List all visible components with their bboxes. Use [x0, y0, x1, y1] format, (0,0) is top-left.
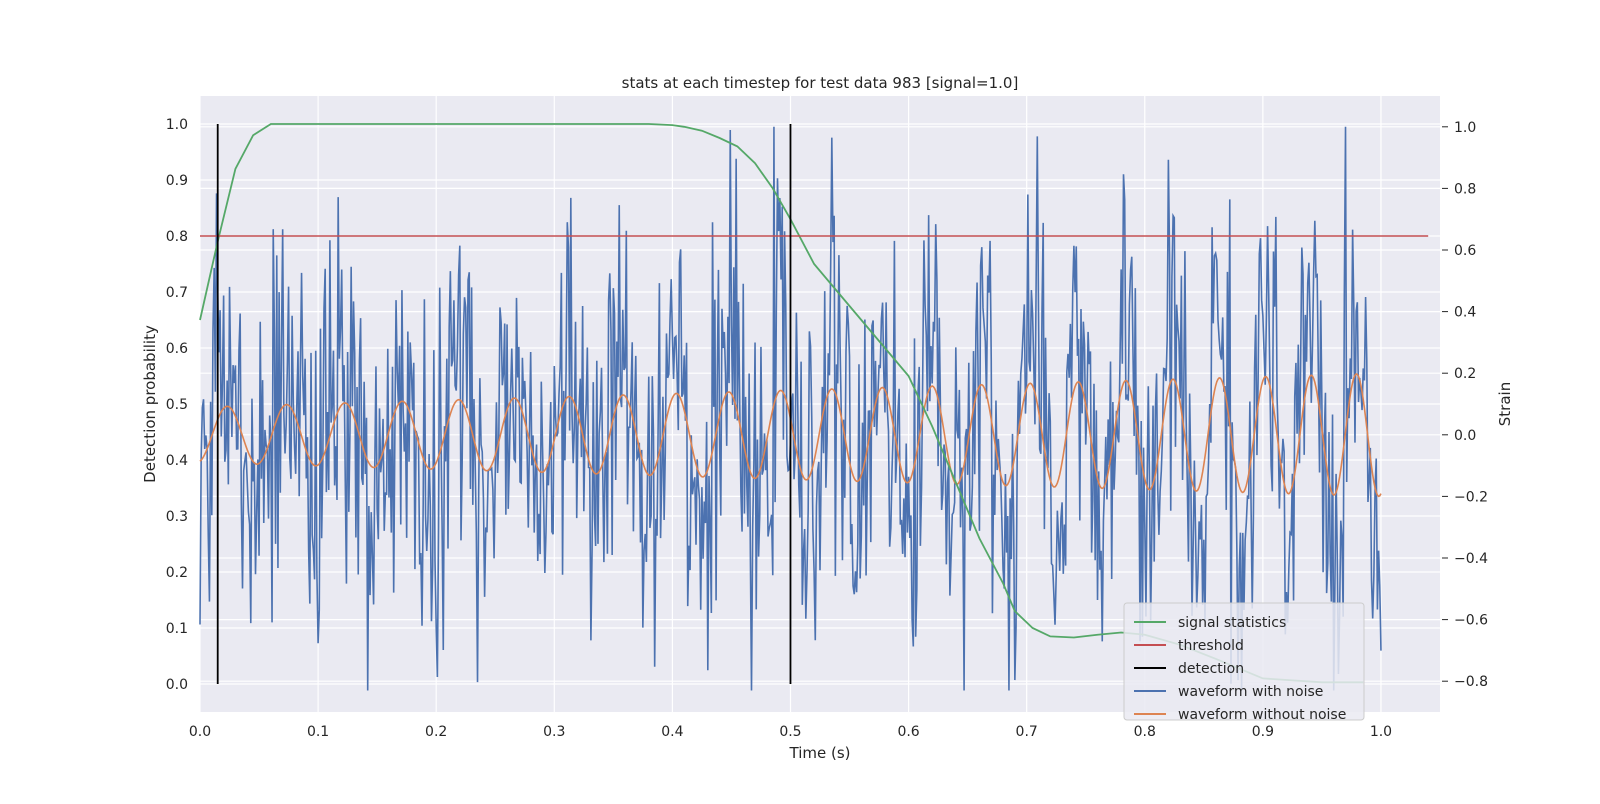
y-tick-label: 0.6	[166, 341, 188, 357]
y-tick-label: 0.4	[166, 453, 188, 469]
x-tick-label: 0.7	[1016, 724, 1038, 740]
y-right-tick-label: −0.4	[1454, 551, 1488, 567]
legend: signal statistics threshold detection wavef…	[1123, 602, 1365, 723]
y-right-tick-label: 0.8	[1454, 181, 1476, 197]
x-tick-label: 1.0	[1370, 724, 1392, 740]
y-tick-label: 0.8	[166, 229, 188, 245]
legend-entry: waveform without noise	[1178, 707, 1346, 723]
y-axis-right-label: Strain	[1496, 382, 1514, 426]
x-tick-label: 0.1	[307, 724, 329, 740]
legend-entry: signal statistics	[1178, 615, 1286, 631]
y-right-tick-label: 0.0	[1454, 428, 1476, 444]
x-axis-label: Time (s)	[789, 744, 851, 762]
x-tick-label: 0.3	[543, 724, 565, 740]
y-right-tick-label: 0.4	[1454, 305, 1476, 321]
y-tick-label: 0.9	[166, 173, 188, 189]
y-tick-label: 0.2	[166, 565, 188, 581]
x-tick-label: 0.2	[425, 724, 447, 740]
y-right-tick-label: −0.2	[1454, 489, 1488, 505]
x-tick-label: 0.9	[1252, 724, 1274, 740]
x-tick-label: 0.0	[189, 724, 211, 740]
y-tick-label: 0.7	[166, 285, 188, 301]
y-tick-label: 1.0	[166, 117, 188, 133]
legend-box	[1123, 602, 1365, 721]
y-right-tick-label: 1.0	[1454, 120, 1476, 136]
legend-entry: threshold	[1178, 638, 1244, 654]
y-tick-label: 0.3	[166, 509, 188, 525]
y-tick-label: 0.5	[166, 397, 188, 413]
series-layer	[199, 123, 1429, 691]
axes: 0.0 0.1 0.2 0.3 0.4 0.5 0.6 0.7 0.8 0.9 1.0 0.0 0.1 0…	[166, 117, 1488, 740]
legend-entry: detection	[1178, 661, 1244, 677]
series-signal-statistics	[199, 123, 1364, 684]
y-axis-label: Detection probability	[141, 325, 159, 483]
y-tick-label: 0.1	[166, 621, 188, 637]
x-tick-label: 0.4	[661, 724, 683, 740]
y-tick-label: 0.0	[166, 677, 188, 693]
y-right-tick-label: −0.8	[1454, 674, 1488, 690]
y-right-tick-label: 0.6	[1454, 243, 1476, 259]
x-tick-label: 0.5	[779, 724, 801, 740]
x-tick-label: 0.6	[897, 724, 919, 740]
x-tick-label: 0.8	[1134, 724, 1156, 740]
y-right-tick-label: 0.2	[1454, 366, 1476, 382]
y-right-tick-label: −0.6	[1454, 613, 1488, 629]
chart-title: stats at each timestep for test data 983…	[622, 74, 1019, 92]
legend-entry: waveform with noise	[1178, 684, 1323, 700]
